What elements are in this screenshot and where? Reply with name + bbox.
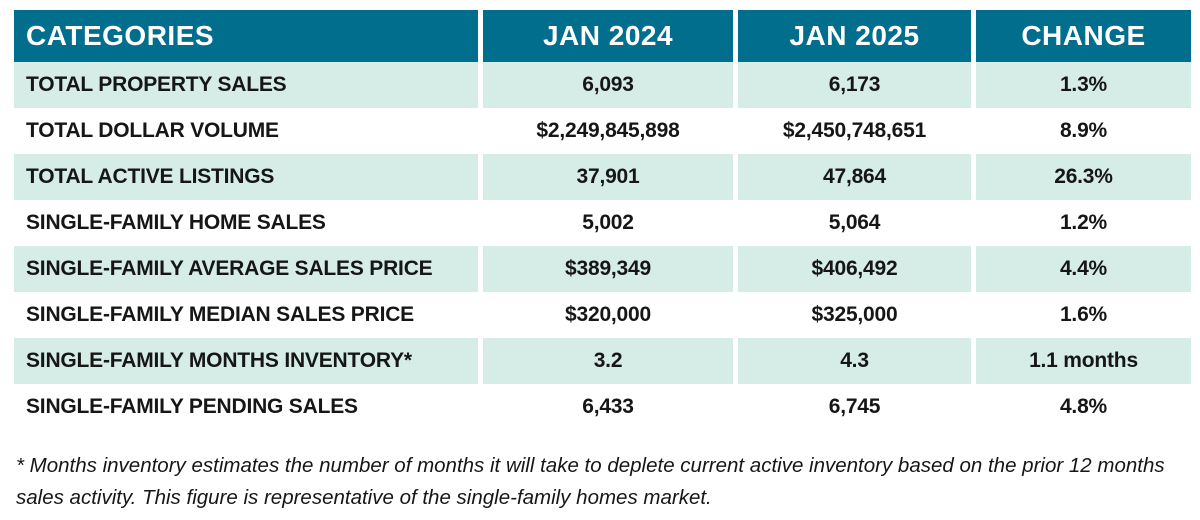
change-cell: 4.8%	[1059, 395, 1108, 418]
table-row: TOTAL ACTIVE LISTINGS 37,901 47,864 26.3…	[14, 154, 1191, 200]
header-cell-change: CHANGE	[976, 10, 1191, 62]
jan-2024-cell: $320,000	[565, 303, 651, 326]
jan-2025-cell: 5,064	[828, 211, 881, 234]
change-cell: 26.3%	[976, 154, 1191, 200]
change-cell: 1.2%	[1059, 211, 1108, 234]
table-row: SINGLE-FAMILY AVERAGE SALES PRICE $389,3…	[14, 246, 1191, 292]
change-cell: 4.4%	[976, 246, 1191, 292]
header-cell-jan-2024: JAN 2024	[483, 10, 733, 62]
category-cell: TOTAL DOLLAR VOLUME	[26, 119, 279, 142]
jan-2024-cell: 6,093	[483, 62, 733, 108]
market-stats-table: CATEGORIES JAN 2024 JAN 2025 CHANGE TOTA…	[14, 10, 1191, 430]
header-cell-categories: CATEGORIES	[14, 10, 478, 62]
jan-2025-cell: $406,492	[738, 246, 971, 292]
category-cell: SINGLE-FAMILY HOME SALES	[26, 211, 326, 234]
jan-2025-cell: 47,864	[738, 154, 971, 200]
table-row: SINGLE-FAMILY MEDIAN SALES PRICE $320,00…	[14, 292, 1191, 338]
category-cell: SINGLE-FAMILY MEDIAN SALES PRICE	[26, 303, 414, 326]
jan-2024-cell: 3.2	[483, 338, 733, 384]
table-row: SINGLE-FAMILY HOME SALES 5,002 5,064 1.2…	[14, 200, 1191, 246]
change-cell: 1.3%	[976, 62, 1191, 108]
jan-2024-cell: $2,249,845,898	[536, 119, 680, 142]
category-cell: SINGLE-FAMILY AVERAGE SALES PRICE	[14, 246, 478, 292]
table-header-row: CATEGORIES JAN 2024 JAN 2025 CHANGE	[14, 10, 1191, 62]
jan-2025-cell: $325,000	[811, 303, 898, 326]
jan-2025-cell: 6,173	[738, 62, 971, 108]
table-row: TOTAL PROPERTY SALES 6,093 6,173 1.3%	[14, 62, 1191, 108]
table-row: SINGLE-FAMILY MONTHS INVENTORY* 3.2 4.3 …	[14, 338, 1191, 384]
change-cell: 1.6%	[1059, 303, 1108, 326]
jan-2025-cell: 4.3	[738, 338, 971, 384]
jan-2024-cell: $389,349	[483, 246, 733, 292]
jan-2024-cell: 37,901	[483, 154, 733, 200]
jan-2025-cell: 6,745	[828, 395, 881, 418]
table-row: TOTAL DOLLAR VOLUME $2,249,845,898 $2,45…	[14, 108, 1191, 154]
jan-2024-cell: 6,433	[582, 395, 634, 418]
jan-2025-cell: $2,450,748,651	[782, 119, 927, 142]
category-cell: SINGLE-FAMILY MONTHS INVENTORY*	[14, 338, 478, 384]
change-cell: 1.1 months	[976, 338, 1191, 384]
header-cell-jan-2025: JAN 2025	[738, 10, 971, 62]
category-cell: TOTAL PROPERTY SALES	[14, 62, 478, 108]
change-cell: 8.9%	[1059, 119, 1108, 142]
category-cell: SINGLE-FAMILY PENDING SALES	[26, 395, 358, 418]
category-cell: TOTAL ACTIVE LISTINGS	[14, 154, 478, 200]
jan-2024-cell: 5,002	[582, 211, 634, 234]
months-inventory-footnote: * Months inventory estimates the number …	[16, 454, 1165, 509]
table-row: SINGLE-FAMILY PENDING SALES 6,433 6,745 …	[14, 384, 1191, 430]
